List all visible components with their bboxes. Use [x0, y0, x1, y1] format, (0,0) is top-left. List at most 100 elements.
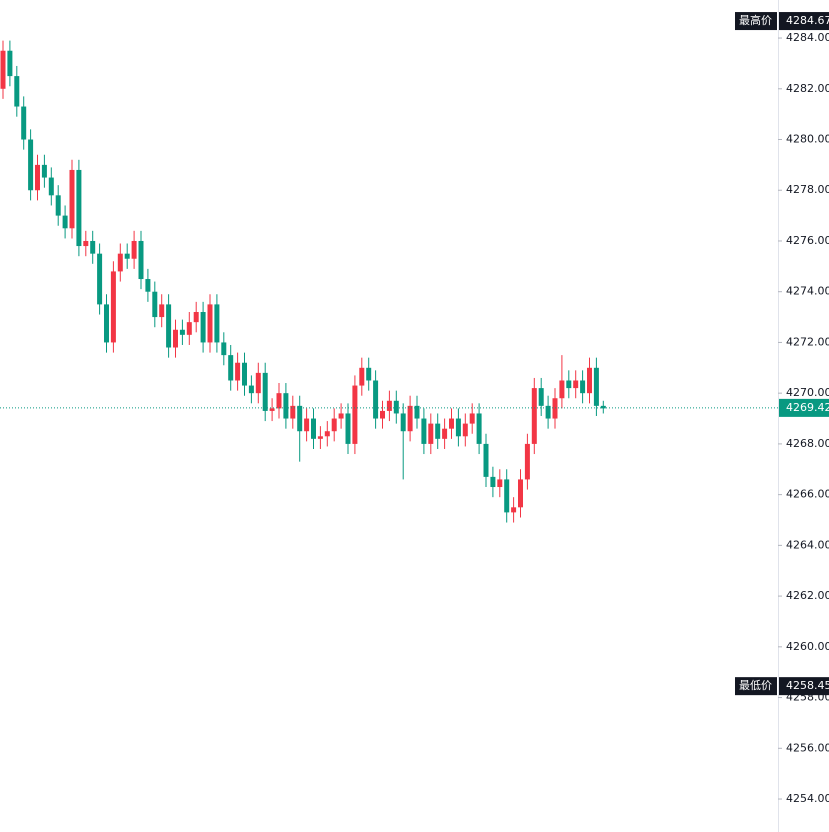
marker-value: 4284.67	[786, 14, 829, 27]
candle-body	[248, 385, 254, 394]
y-tick-label: 4278.00	[786, 183, 829, 196]
candle-body	[421, 418, 427, 444]
candle-body	[255, 372, 261, 394]
candle-body	[214, 304, 220, 343]
candle-body	[138, 240, 144, 280]
candle-body	[35, 164, 40, 191]
marker-value-badge	[779, 12, 829, 31]
candle-body	[41, 164, 47, 178]
candle-body	[283, 393, 289, 419]
candle-body	[152, 291, 158, 318]
candle-body	[0, 50, 6, 89]
candle-body	[290, 405, 296, 419]
candle-body	[428, 423, 434, 444]
marker-name: 最高价	[739, 13, 772, 27]
y-tick-label: 4262.00	[786, 589, 829, 602]
candle-body	[311, 418, 316, 439]
candle-body	[566, 380, 572, 389]
candle-body	[48, 177, 54, 196]
candle-body	[110, 271, 116, 343]
candle-body	[449, 418, 454, 429]
marker-name-badge	[735, 677, 777, 696]
candle-body	[221, 342, 227, 356]
candle-body	[207, 304, 213, 343]
y-tick-label: 4266.00	[786, 488, 829, 501]
last-price-badge	[779, 398, 829, 417]
y-tick-label: 4272.00	[786, 335, 829, 348]
candle-body	[580, 380, 586, 394]
candle-body	[179, 329, 185, 335]
candle-body	[366, 367, 372, 381]
candle-body	[117, 253, 123, 272]
candle-body	[269, 408, 275, 411]
candle-body	[145, 279, 151, 292]
candle-body	[504, 479, 510, 513]
candle-body	[242, 362, 247, 386]
candle-body	[131, 240, 137, 259]
candle-body	[531, 388, 537, 444]
candle-body	[276, 393, 282, 409]
candle-body	[393, 400, 399, 414]
candle-body	[304, 418, 310, 432]
candle-body	[400, 413, 406, 432]
candle-body	[462, 423, 468, 437]
candle-body	[545, 405, 551, 419]
candle-body	[345, 413, 351, 444]
last-price-label: 4269.42	[786, 401, 829, 414]
y-tick-label: 4264.00	[786, 538, 829, 551]
candle-body	[497, 479, 503, 488]
candle-body	[407, 405, 413, 432]
candle-body	[380, 410, 385, 419]
candle-body	[373, 380, 379, 419]
candle-body	[186, 322, 192, 335]
y-tick-label: 4270.00	[786, 386, 829, 399]
candle-body	[524, 443, 530, 480]
candle-body	[124, 253, 130, 259]
candle-body	[76, 169, 82, 247]
candle-body	[476, 413, 482, 444]
candle-body	[90, 240, 96, 254]
candle-body	[469, 413, 475, 424]
y-tick-label: 4280.00	[786, 133, 829, 146]
candle-body	[317, 436, 323, 439]
candle-body	[359, 367, 365, 386]
y-tick-label: 4254.00	[786, 792, 829, 805]
y-tick-label: 4260.00	[786, 640, 829, 653]
marker-name-badge	[735, 12, 777, 31]
candle-body	[21, 106, 27, 140]
candle-body	[538, 388, 544, 406]
candle-body	[7, 50, 13, 77]
candle-body	[559, 380, 565, 399]
candle-body	[352, 385, 358, 444]
candle-body	[55, 195, 61, 216]
candle-body	[104, 304, 109, 343]
candle-body	[97, 253, 103, 305]
candle-body	[593, 367, 599, 406]
candle-body	[228, 355, 234, 381]
candle-body	[62, 215, 68, 229]
marker-value: 4258.45	[786, 679, 829, 692]
candle-body	[455, 418, 461, 437]
candle-body	[490, 476, 496, 488]
y-tick-label: 4274.00	[786, 285, 829, 298]
candle-body	[435, 423, 441, 439]
candle-body	[235, 362, 241, 381]
candle-body	[324, 431, 330, 437]
marker-value-badge	[779, 677, 829, 696]
candle-body	[200, 312, 206, 343]
candle-body	[159, 304, 165, 318]
y-tick-label: 4276.00	[786, 234, 829, 247]
candle-body	[173, 329, 178, 348]
candle-body	[573, 380, 579, 389]
candle-body	[414, 405, 420, 419]
candle-body	[518, 479, 523, 508]
candle-body	[69, 169, 75, 229]
candle-body	[511, 507, 517, 513]
candle-body	[28, 139, 34, 191]
candle-body	[552, 398, 558, 419]
y-tick-label: 4282.00	[786, 82, 829, 95]
candle-body	[193, 312, 199, 323]
y-tick-label: 4256.00	[786, 741, 829, 754]
candle-body	[331, 418, 337, 432]
